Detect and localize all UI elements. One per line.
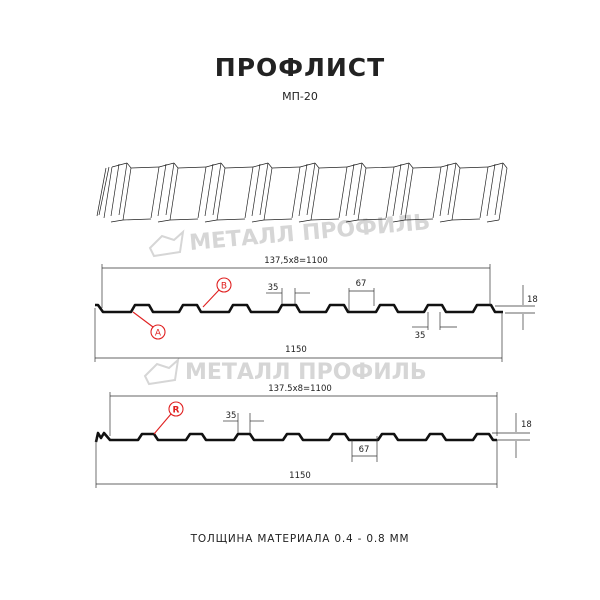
callout-b-label: B [221,282,227,292]
watermark-1: МЕТАЛЛ ПРОФИЛЬ [148,210,431,258]
page-title: ПРОФЛИСТ [215,53,385,82]
page-subtitle: МП-20 [282,90,318,103]
height-dimension-label: 18 [527,295,538,305]
watermark-logo-icon [148,229,185,258]
watermark-2: МЕТАЛЛ ПРОФИЛЬ [143,357,427,386]
rib-top-dimension-label: 35 [226,411,237,421]
pitch-dimension-label: 137.5x8=1100 [268,384,332,394]
callout-b [216,277,232,293]
height-dimension-label: 18 [521,420,532,430]
width-dimension-label: 1150 [289,471,311,481]
rib-bottom-dimension-label: 35 [415,331,426,341]
profile-drawing-1: 137,5х8=1100 1150 35 67 35 18 A B [94,256,538,362]
callout-r [168,401,184,417]
callout-a-label: A [155,329,162,339]
callout-a [150,324,166,340]
pitch-dimension-label: 137,5х8=1100 [264,256,328,266]
trough-dimension-label: 67 [359,445,370,455]
material-thickness-note: ТОЛЩИНА МАТЕРИАЛА 0.4 - 0.8 ММ [190,533,410,545]
trough-dimension-label: 67 [356,279,367,289]
watermark-text: МЕТАЛЛ ПРОФИЛЬ [188,210,431,256]
callout-r-label: R [173,406,180,416]
profile-drawing-2: 137.5x8=1100 1150 35 67 18 R [94,384,532,488]
rib-top-dimension-label: 35 [268,283,279,293]
width-dimension-label: 1150 [285,345,307,355]
profile-section-line [95,303,503,314]
watermark-logo-icon [143,357,180,386]
watermark-text: МЕТАЛЛ ПРОФИЛЬ [185,360,427,385]
profile-section-line [94,431,497,443]
sheet-3d-view [96,162,508,223]
